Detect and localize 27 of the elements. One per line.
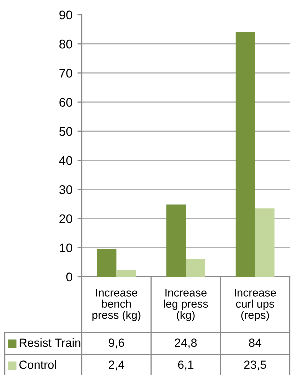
- y-tick-label: 60: [60, 98, 72, 107]
- x-tick-label: Increase bench press (kg): [92, 289, 141, 322]
- legend-label: Control: [20, 360, 56, 370]
- y-tick-label: 0: [66, 272, 72, 282]
- data-label: 84: [249, 338, 262, 348]
- y-tick-label: 40: [59, 156, 72, 166]
- legend-label: Resist Train: [20, 338, 81, 348]
- x-tick-label: Increase curl ups (reps): [235, 289, 276, 322]
- x-tick-label: Increase leg press (kg): [164, 289, 208, 322]
- y-tick-label: 50: [60, 127, 72, 136]
- bar: [116, 270, 136, 277]
- y-tick-label: 20: [60, 214, 72, 224]
- data-label: 2,4: [109, 360, 125, 371]
- bar: [186, 259, 206, 277]
- bar: [166, 204, 186, 277]
- y-tick-label: 30: [60, 185, 72, 194]
- bar: [97, 249, 117, 277]
- y-tick-label: 10: [60, 244, 72, 253]
- bar: [236, 32, 256, 277]
- bar: [255, 208, 275, 277]
- data-label: 23,5: [244, 360, 266, 371]
- y-tick-label: 90: [60, 10, 72, 20]
- data-label: 9,6: [109, 338, 124, 349]
- y-tick-label: 70: [60, 69, 72, 78]
- y-tick-label: 80: [60, 40, 72, 49]
- data-label: 6,1: [178, 360, 194, 371]
- data-label: 24,8: [175, 338, 197, 349]
